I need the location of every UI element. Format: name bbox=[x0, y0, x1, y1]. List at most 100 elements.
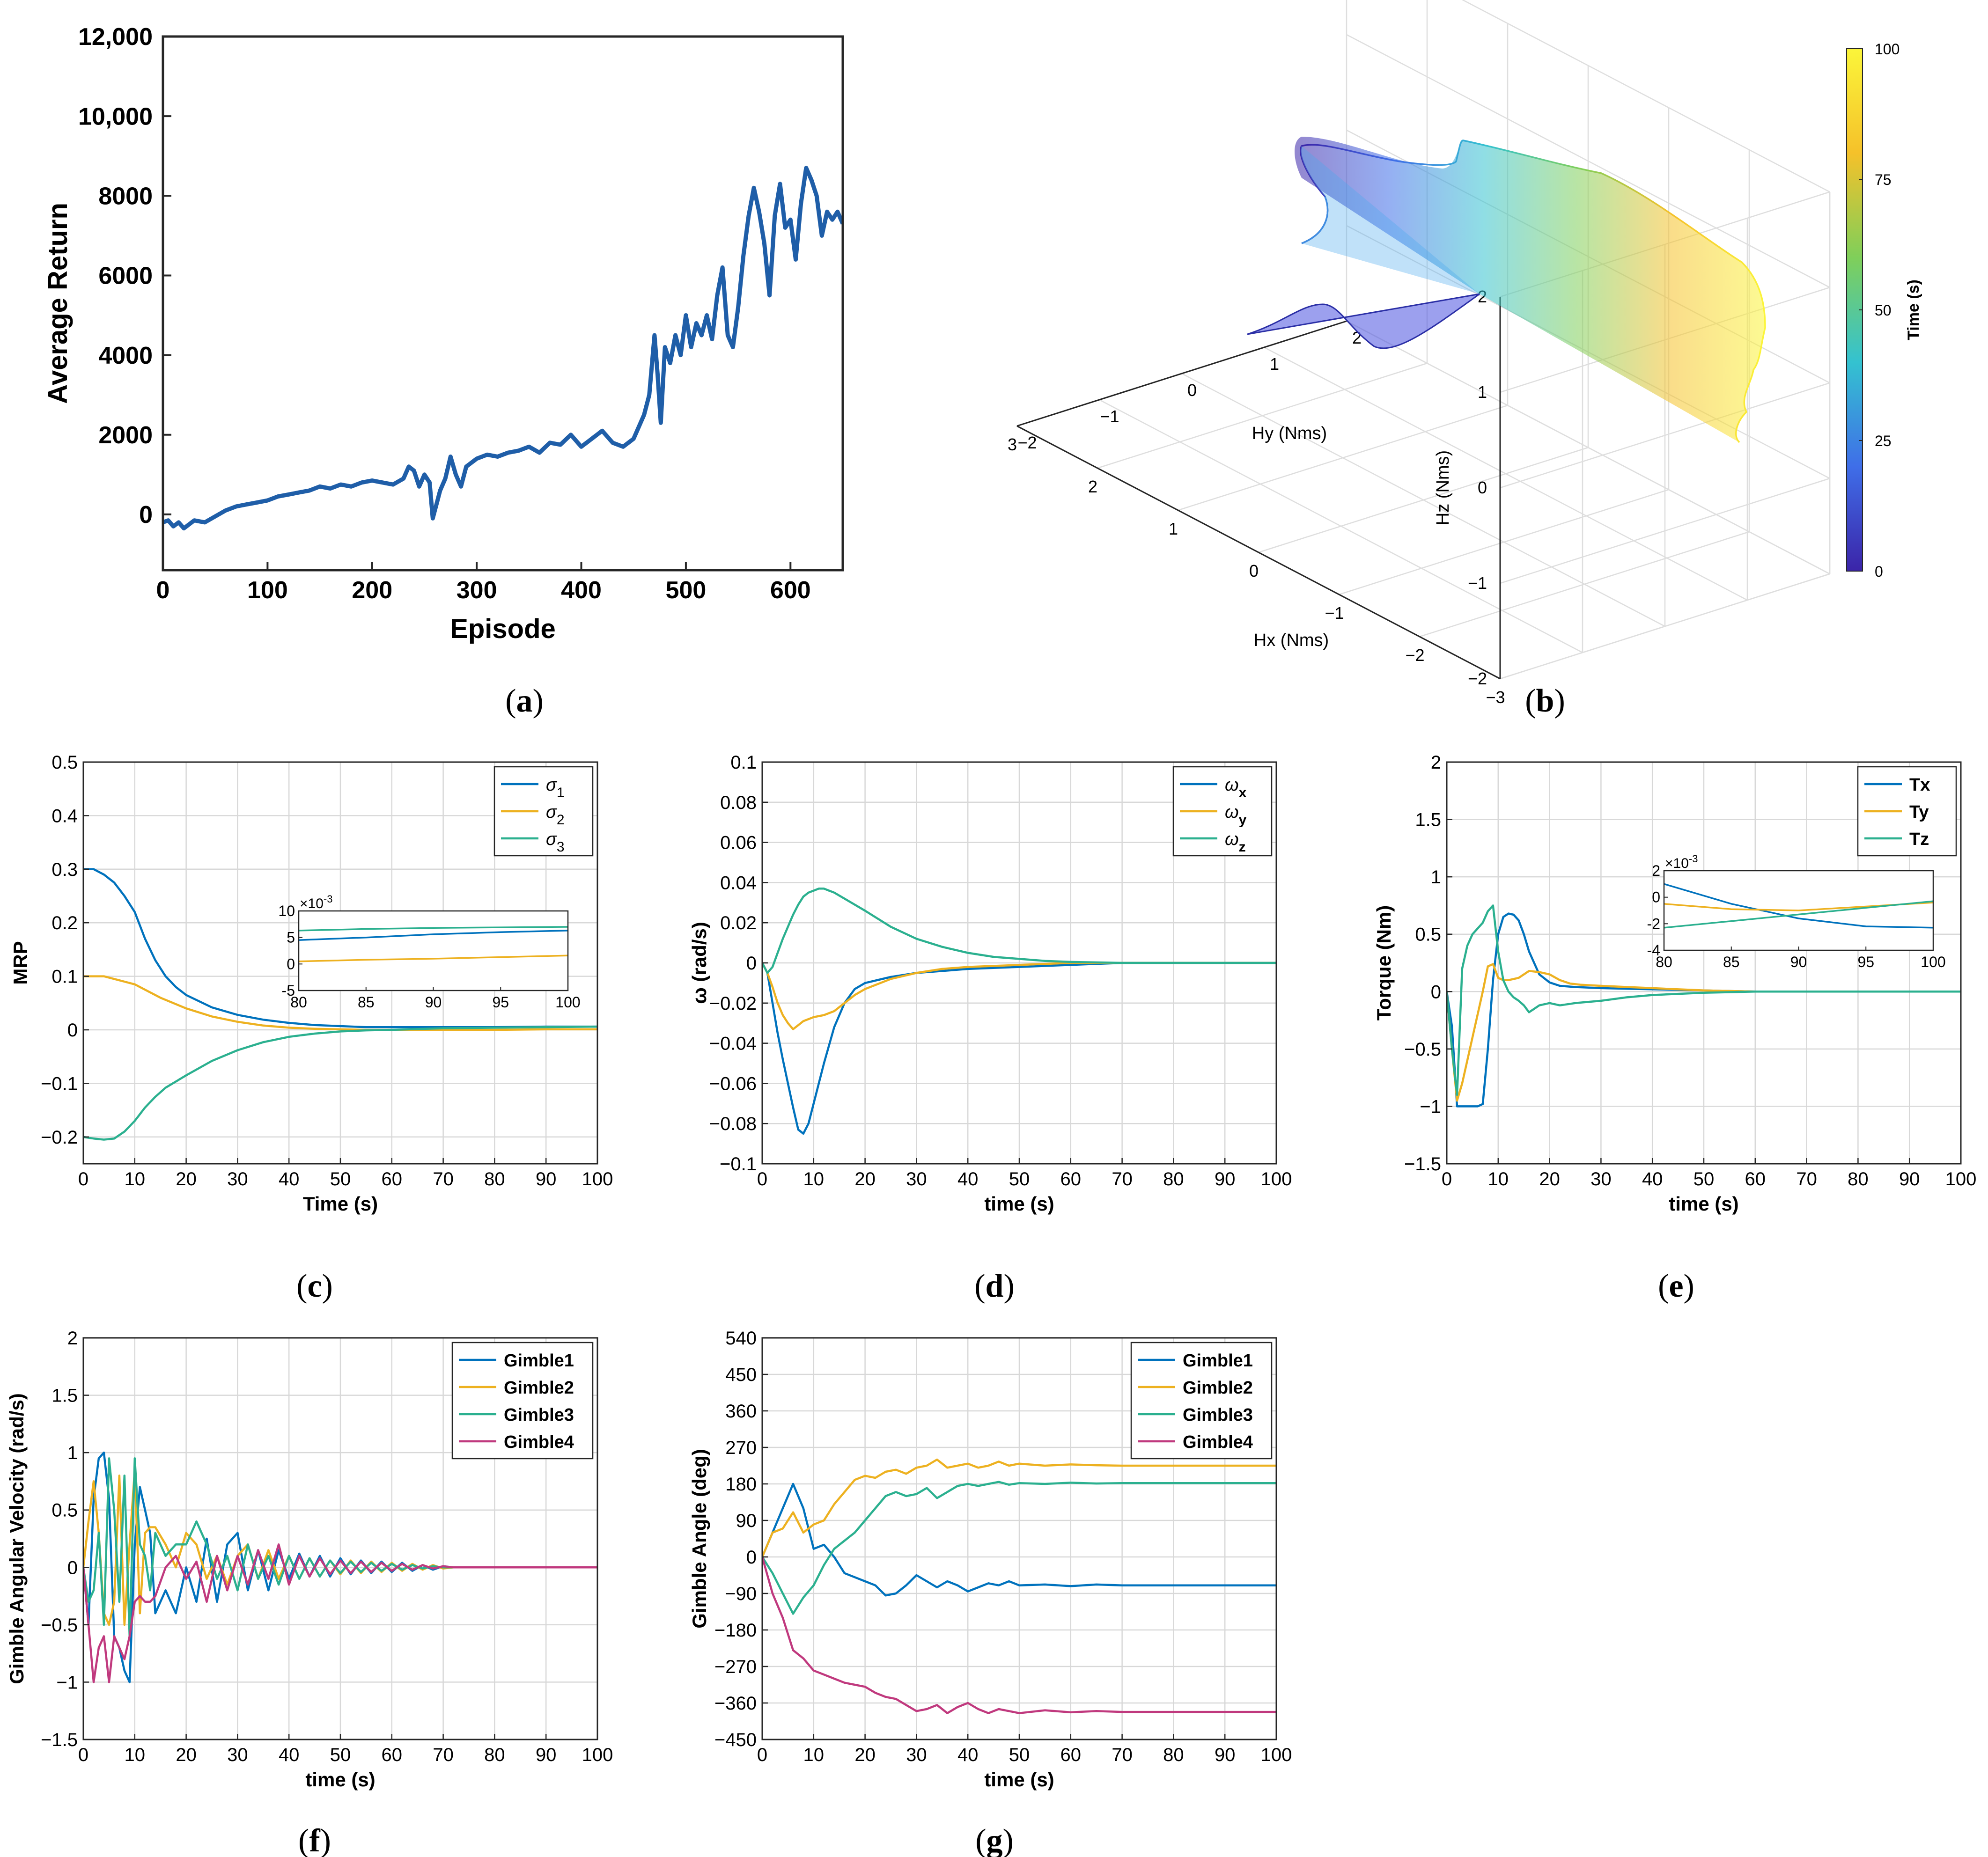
inset-x-tick-label: 100 bbox=[555, 994, 580, 1011]
y-tick-label: 0.02 bbox=[720, 913, 757, 933]
y-tick-label: −0.5 bbox=[41, 1615, 78, 1636]
x-tick-label: 10 bbox=[125, 1169, 146, 1189]
x-tick-label: 0 bbox=[1249, 561, 1259, 580]
y-tick-label: 450 bbox=[725, 1365, 757, 1385]
x-tick-label: 1 bbox=[1169, 519, 1178, 538]
y-tick-label: 0 bbox=[67, 1020, 78, 1041]
x-tick-label: 60 bbox=[382, 1745, 403, 1765]
y-tick-label: 6000 bbox=[98, 263, 153, 290]
x-tick-label: 600 bbox=[770, 577, 811, 604]
legend-subscript: 3 bbox=[557, 839, 565, 855]
y-tick-label: −90 bbox=[725, 1584, 757, 1604]
legend-label: Gimble2 bbox=[504, 1378, 574, 1398]
y-tick-label: −270 bbox=[714, 1657, 757, 1677]
panel-label-letter: f bbox=[309, 1823, 320, 1857]
legend-label: ωz bbox=[1225, 829, 1246, 855]
y-tick-label: 0.2 bbox=[52, 913, 78, 933]
y-tick-label: 0.04 bbox=[720, 873, 757, 893]
series-line-gimble3 bbox=[762, 1481, 1276, 1615]
y-tick-label: 0 bbox=[746, 1547, 757, 1568]
inset: 80 85 90 95 100 -4 -2 0 2 ×10-3 bbox=[1647, 853, 1946, 970]
y-tick-label: 12,000 bbox=[78, 23, 153, 51]
x-tick-label: −1 bbox=[1325, 603, 1344, 623]
y-axis-label: Torque (Nm) bbox=[1373, 905, 1395, 1021]
inset-exponent-base: ×10 bbox=[300, 896, 324, 911]
x-tick-label: 0 bbox=[78, 1169, 88, 1189]
x-tick-label: 70 bbox=[1112, 1169, 1133, 1189]
x-axis-label: time (s) bbox=[305, 1769, 375, 1791]
x-tick-label: 90 bbox=[1215, 1169, 1236, 1189]
x-tick-label: 50 bbox=[1009, 1169, 1030, 1189]
inset-y-tick-label: -2 bbox=[1647, 915, 1660, 932]
inset-exponent: ×10-3 bbox=[300, 893, 332, 911]
y-tick-label: 0 bbox=[67, 1557, 78, 1578]
legend-subscript: z bbox=[1239, 839, 1246, 855]
panel-label-close: ) bbox=[1003, 1823, 1014, 1857]
y-tick-label: 0.5 bbox=[52, 752, 78, 773]
y-tick-label: −1 bbox=[56, 1672, 78, 1693]
legend-label: Gimble2 bbox=[1183, 1378, 1253, 1398]
panel-label-open: ( bbox=[975, 1823, 986, 1857]
panel-label-close: ) bbox=[1003, 1268, 1014, 1304]
panel-label-close: ) bbox=[1684, 1268, 1694, 1304]
y-tick-label: 10,000 bbox=[78, 103, 153, 130]
x-tick-label: 10 bbox=[803, 1169, 825, 1189]
legend-label: Gimble3 bbox=[504, 1405, 574, 1425]
x-tick-label: 100 bbox=[247, 577, 288, 604]
y-tick-label: 0.08 bbox=[720, 793, 757, 813]
x-axis-label: Episode bbox=[450, 614, 556, 644]
panel-label-open: ( bbox=[505, 683, 516, 719]
x-tick-label: 40 bbox=[279, 1745, 300, 1765]
inset-x-tick-label: 90 bbox=[425, 994, 442, 1011]
x-axis-label: Hx (Nms) bbox=[1254, 631, 1329, 650]
series-line-3 bbox=[83, 1025, 597, 1141]
x-tick-label: 60 bbox=[382, 1169, 403, 1189]
series-line-ty bbox=[1447, 963, 1961, 1102]
legend-label: σ3 bbox=[546, 829, 565, 855]
y-tick-label: 0.5 bbox=[1415, 925, 1441, 945]
x-tick-label: 70 bbox=[1796, 1169, 1817, 1189]
y-tick-label: 0 bbox=[139, 501, 153, 528]
x-tick-label: 0 bbox=[757, 1169, 767, 1189]
colorbar-label: Time (s) bbox=[1905, 279, 1922, 340]
x-tick-label: 30 bbox=[1590, 1169, 1612, 1189]
x-tick-label: 10 bbox=[125, 1745, 146, 1765]
inset-series-line-2 bbox=[298, 954, 568, 962]
x-tick-label: 70 bbox=[433, 1745, 454, 1765]
y-tick-label: 1 bbox=[1270, 354, 1279, 374]
floor-grid-y bbox=[1099, 399, 1583, 653]
panel-label-open: ( bbox=[1525, 683, 1536, 719]
y-tick-label: 1.5 bbox=[1415, 810, 1441, 830]
legend: Gimble1 Gimble2 Gimble3 Gimble4 bbox=[451, 1342, 594, 1460]
legend-symbol: ω bbox=[1225, 802, 1239, 822]
y-tick-label: −180 bbox=[714, 1620, 757, 1641]
inset-bg bbox=[299, 911, 568, 991]
chart-c: 0 10 20 30 40 50 60 70 80 90 100−0.2−0.100.10.20.3… bbox=[9, 752, 613, 1215]
surface-patch-low bbox=[1247, 293, 1480, 349]
y-tick-label: 1 bbox=[67, 1443, 78, 1463]
series-line-z bbox=[762, 888, 1276, 974]
legend-label: Gimble4 bbox=[1183, 1432, 1253, 1452]
inset-x-tick-label: 90 bbox=[1790, 954, 1807, 970]
legend-label: Gimble4 bbox=[504, 1432, 574, 1452]
z-axis-label: Hz (Nms) bbox=[1433, 450, 1453, 525]
x-tick-label: 90 bbox=[1899, 1169, 1920, 1189]
inset-exponent-power: -3 bbox=[1689, 853, 1698, 865]
y-tick-label: −1.5 bbox=[41, 1730, 78, 1750]
series-line-gimble4 bbox=[762, 1556, 1276, 1714]
panel-label-open: ( bbox=[296, 1268, 307, 1304]
y-tick-label: 540 bbox=[725, 1328, 757, 1349]
series-line-1 bbox=[83, 868, 597, 1028]
y-tick-label: 360 bbox=[725, 1401, 757, 1422]
y-tick-label: 2 bbox=[67, 1328, 78, 1349]
x-tick-label: −2 bbox=[1405, 646, 1424, 665]
legend-subscript: 2 bbox=[557, 812, 565, 828]
floor-grid-y bbox=[1264, 346, 1748, 601]
inset-x-tick-label: 95 bbox=[1857, 954, 1874, 970]
x-tick-label: 2 bbox=[1088, 477, 1097, 496]
inset-y-tick-label: 10 bbox=[278, 903, 295, 919]
y-tick-label: 0 bbox=[746, 953, 757, 974]
